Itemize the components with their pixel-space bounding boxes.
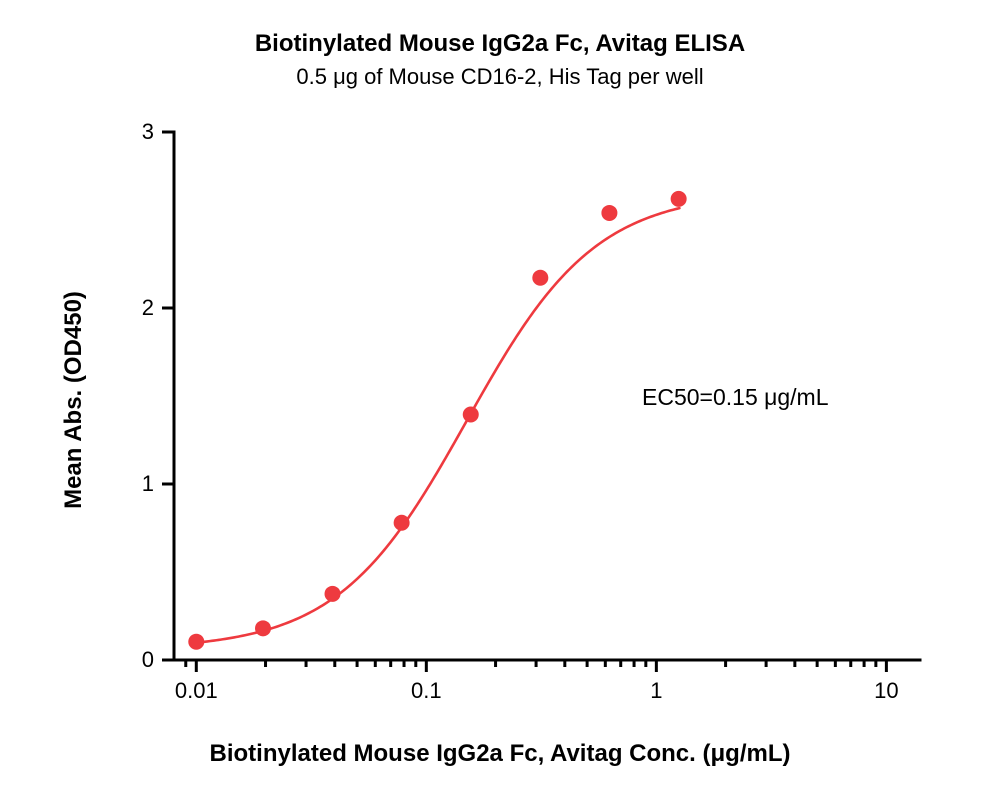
data-point <box>671 191 687 207</box>
x-tick-label: 0.1 <box>411 678 442 704</box>
data-point <box>601 205 617 221</box>
data-point <box>463 406 479 422</box>
chart-container: Biotinylated Mouse IgG2a Fc, Avitag ELIS… <box>0 0 1000 798</box>
y-tick-label: 2 <box>124 295 154 321</box>
data-point <box>188 634 204 650</box>
y-tick-label: 1 <box>124 471 154 497</box>
x-tick-label: 0.01 <box>175 678 218 704</box>
y-tick-label: 0 <box>124 647 154 673</box>
y-tick-label: 3 <box>124 119 154 145</box>
x-tick-label: 1 <box>650 678 662 704</box>
data-point <box>255 620 271 636</box>
data-point <box>394 515 410 531</box>
data-point <box>532 270 548 286</box>
fit-curve <box>194 208 679 643</box>
x-tick-label: 10 <box>874 678 898 704</box>
data-point <box>325 586 341 602</box>
